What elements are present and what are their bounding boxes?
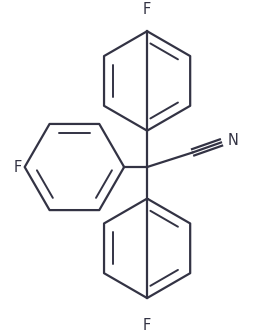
Text: N: N xyxy=(227,133,237,148)
Text: F: F xyxy=(142,2,151,17)
Text: F: F xyxy=(13,159,21,175)
Text: F: F xyxy=(142,318,151,333)
